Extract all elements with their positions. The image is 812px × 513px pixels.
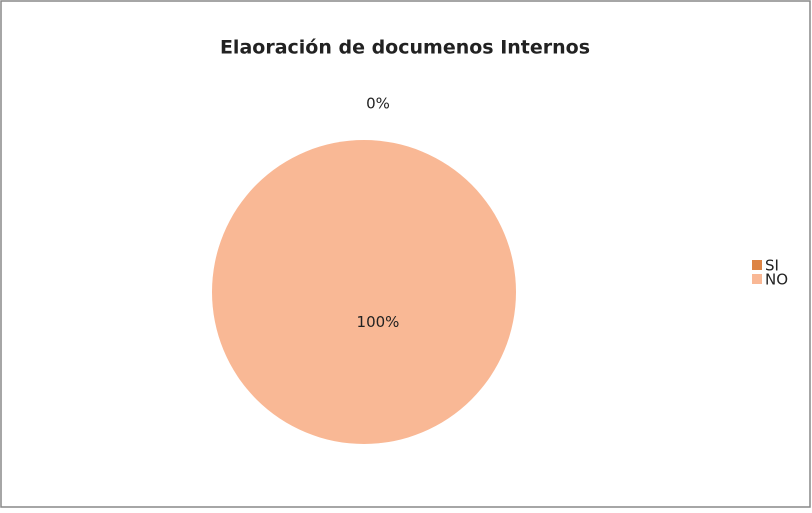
legend-swatch: [752, 274, 762, 284]
chart-title: Elaoración de documenos Internos: [220, 37, 590, 59]
legend-label: NO: [765, 271, 788, 289]
pie-slice: [212, 140, 516, 444]
data-label: 100%: [357, 313, 400, 331]
data-label: 0%: [366, 95, 390, 113]
legend-swatch: [752, 260, 762, 270]
legend-label: SI: [765, 257, 779, 275]
